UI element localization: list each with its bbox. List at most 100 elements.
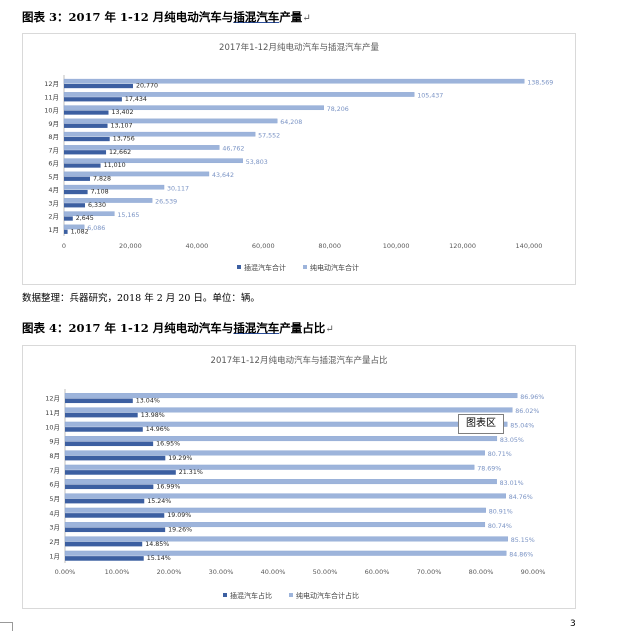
chart-production[interactable]: 2017年1-12月纯电动汽车与插混汽车产量 0 20,000 40,000 60,00… [22, 33, 576, 285]
figure4-caption-prefix: 图表 4：2017 年 1-12 月纯电动汽车与 [22, 321, 234, 335]
y-tick-label: 11月 [44, 93, 59, 101]
bar-纯电动汽车合计占比 [64, 450, 485, 456]
data-label: 85.15% [511, 537, 535, 544]
figure3-caption: 图表 3：2017 年 1-12 月纯电动汽车与插混汽车产量↵ [22, 9, 311, 25]
legend-swatch [289, 593, 293, 597]
bar-插混汽车合计 [64, 97, 122, 102]
bar-插混汽车占比 [65, 527, 166, 533]
x-tick-label: 80.00% [469, 568, 494, 576]
data-label: 21.31% [179, 469, 203, 476]
bar-纯电动汽车合计 [63, 131, 256, 137]
bar-插混汽车占比 [65, 541, 143, 547]
x-tick-label: 0 [62, 242, 66, 250]
data-label: 80.71% [488, 451, 512, 458]
bar-纯电动汽车合计 [63, 78, 525, 84]
x-tick-label: 100,000 [383, 242, 410, 250]
y-tick-label: 7月 [48, 146, 59, 154]
data-label: 84.76% [509, 494, 533, 501]
legend-swatch [237, 265, 241, 269]
data-label: 138,569 [527, 79, 553, 86]
data-label: 80.74% [488, 523, 512, 530]
x-tick-label: 40,000 [185, 242, 208, 250]
bar-纯电动汽车合计占比 [64, 393, 518, 399]
bar-纯电动汽车合计占比 [64, 550, 507, 556]
bar-插混汽车合计 [64, 163, 101, 168]
data-label: 13,107 [111, 122, 133, 129]
data-label: 86.96% [520, 394, 544, 401]
bar-纯电动汽车合计占比 [64, 522, 486, 528]
data-label: 53,803 [246, 159, 268, 166]
chart-share-svg: 2017年1-12月纯电动汽车与插混汽车产量占比 0.00% 10.00% 20.00… [45, 355, 545, 600]
data-label: 46,762 [222, 146, 244, 153]
bar-插混汽车合计 [64, 110, 109, 115]
bar-纯电动汽车合计占比 [64, 407, 513, 413]
bar-插混汽车合计 [64, 216, 73, 221]
data-label: 105,437 [417, 93, 443, 100]
y-tick-label: 8月 [48, 133, 59, 141]
data-label: 78,206 [327, 106, 349, 113]
bar-插混汽车合计 [64, 203, 86, 208]
bar-纯电动汽车合计占比 [64, 436, 498, 442]
data-label: 19.26% [168, 527, 192, 534]
x-tick-label: 20,000 [119, 242, 142, 250]
data-label: 6,086 [87, 225, 105, 232]
y-tick-label: 10月 [45, 423, 60, 431]
y-tick-label: 10月 [44, 107, 59, 115]
y-tick-label: 7月 [49, 466, 60, 474]
bar-插混汽车合计 [64, 123, 108, 128]
bar-纯电动汽车合计 [63, 184, 165, 190]
y-tick-label: 11月 [45, 409, 60, 417]
bar-纯电动汽车合计占比 [64, 493, 506, 499]
data-label: 20,770 [136, 83, 158, 90]
chart-title: 2017年1-12月纯电动汽车与插混汽车产量 [219, 42, 379, 53]
data-label: 7,108 [91, 189, 109, 196]
paragraph-mark: ↵ [325, 324, 334, 335]
bar-插混汽车合计 [64, 150, 107, 155]
data-label: 84.86% [509, 552, 533, 559]
data-label: 43,642 [212, 172, 234, 179]
data-label: 11,010 [104, 162, 126, 169]
chart-share[interactable]: 2017年1-12月纯电动汽车与插混汽车产量占比 0.00% 10.00% 20.00… [22, 345, 576, 609]
data-label: 12,662 [109, 149, 131, 156]
y-tick-label: 12月 [45, 395, 60, 403]
figure4-caption-suffix: 产量占比 [279, 321, 326, 335]
source-note: 数据整理：兵器研究，2018 年 2 月 20 日。单位：辆。 [22, 293, 260, 304]
data-label: 26,539 [155, 199, 177, 206]
bar-纯电动汽车合计 [63, 105, 324, 111]
page-number: 3 [570, 619, 576, 629]
data-label: 19.09% [167, 512, 191, 519]
bar-插混汽车占比 [65, 441, 154, 447]
bar-插混汽车合计 [64, 176, 91, 181]
bar-插混汽车占比 [65, 498, 145, 504]
x-tick-label: 60.00% [365, 568, 390, 576]
y-tick-label: 8月 [49, 452, 60, 460]
x-tick-label: 120,000 [449, 242, 476, 250]
y-tick-label: 2月 [48, 213, 59, 221]
data-label: 83.01% [500, 480, 524, 487]
figure3-caption-suffix: 产量 [279, 10, 303, 24]
x-tick-label: 0.00% [55, 568, 76, 576]
bar-插混汽车合计 [64, 229, 68, 234]
y-tick-label: 2月 [49, 538, 60, 546]
data-label: 13.98% [141, 412, 165, 419]
bar-纯电动汽车合计占比 [64, 479, 497, 485]
chart-production-svg: 2017年1-12月纯电动汽车与插混汽车产量 0 20,000 40,000 60,00… [44, 42, 553, 272]
data-label: 16.99% [156, 484, 180, 491]
bar-纯电动汽车合计 [63, 158, 243, 164]
data-label: 64,208 [280, 119, 302, 126]
bar-纯电动汽车合计 [63, 224, 85, 230]
x-tick-label: 70.00% [417, 568, 442, 576]
data-label: 2,645 [76, 215, 94, 222]
figure4-caption: 图表 4：2017 年 1-12 月纯电动汽车与插混汽车产量占比↵ [22, 320, 334, 336]
y-tick-label: 9月 [49, 438, 60, 446]
bar-纯电动汽车合计占比 [64, 507, 486, 513]
bar-插混汽车占比 [65, 513, 165, 518]
bar-插混汽车占比 [65, 455, 166, 461]
data-label: 13.04% [136, 398, 160, 405]
data-label: 13,756 [113, 136, 135, 143]
y-tick-label: 6月 [49, 481, 60, 489]
x-tick-label: 40.00% [261, 568, 286, 576]
x-tick-label: 20.00% [157, 568, 182, 576]
data-label: 83.05% [500, 437, 524, 444]
x-tick-label: 140,000 [516, 242, 543, 250]
